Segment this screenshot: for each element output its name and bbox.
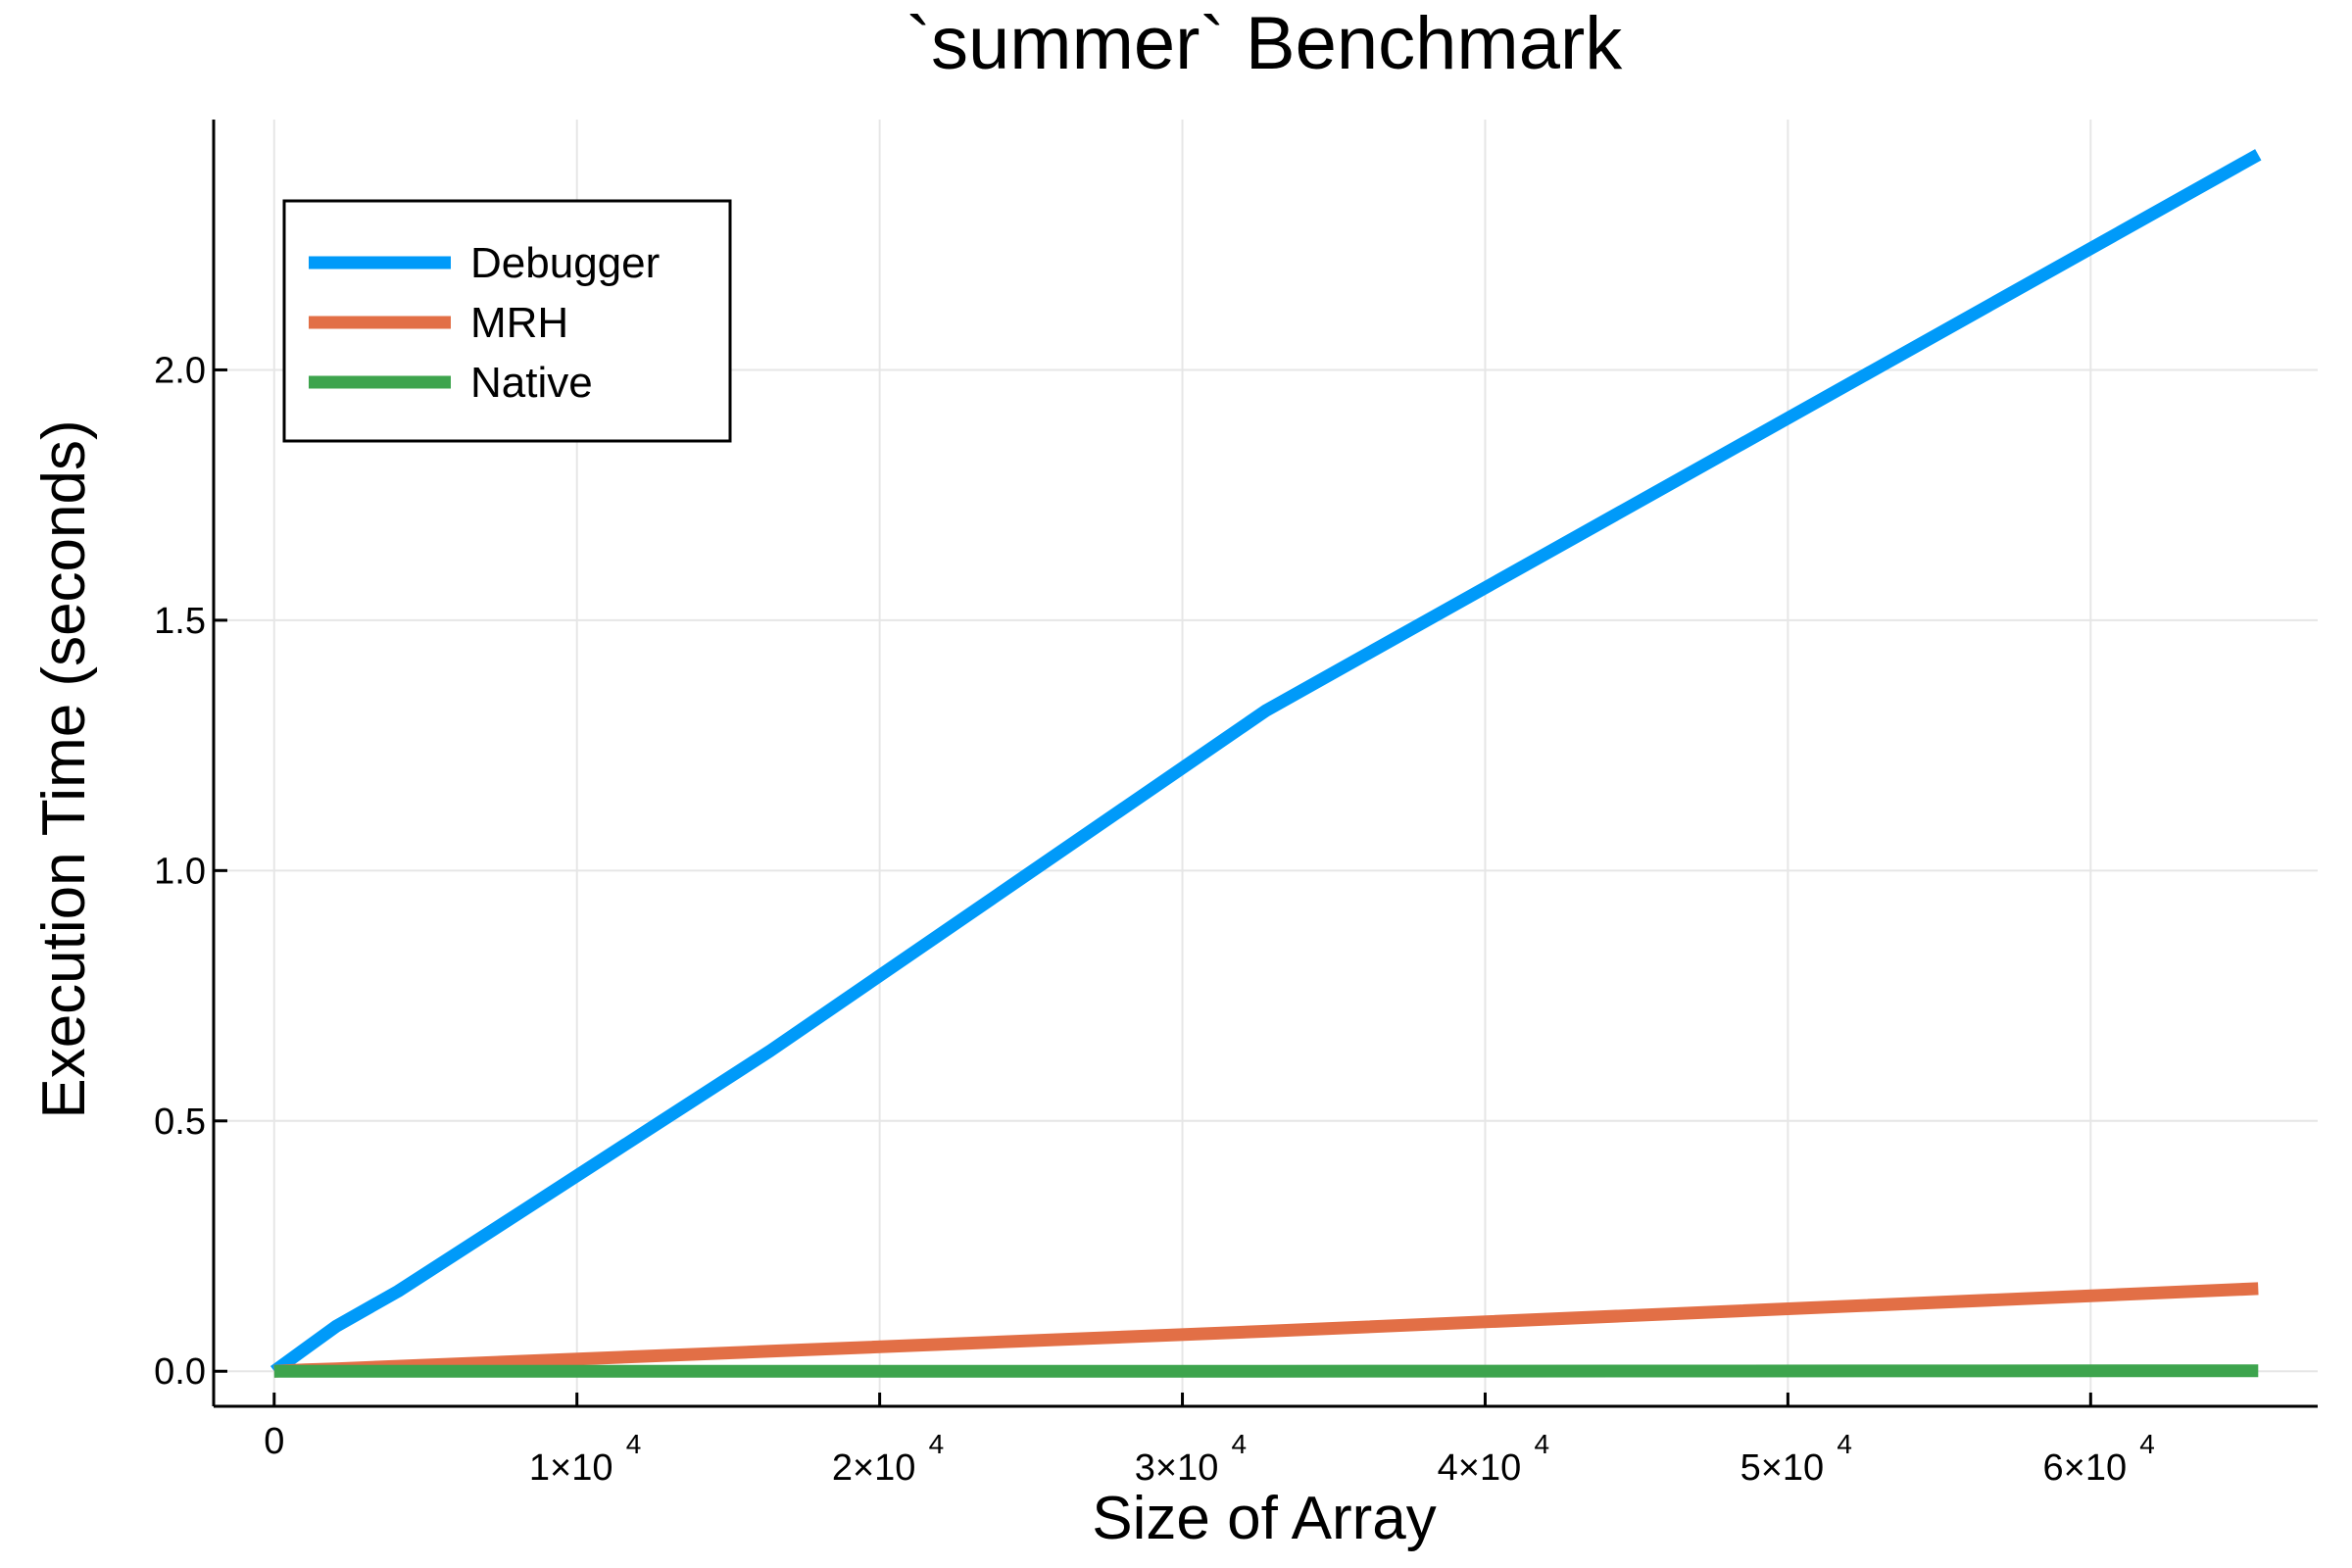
y-tick-label: 1.0 — [154, 851, 206, 892]
x-axis-label: Size of Array — [1092, 1485, 1436, 1552]
x-tick-exponent: 4 — [929, 1429, 945, 1459]
x-tick-label: 6×10 — [2043, 1447, 2128, 1489]
x-tick-label: 4×10 — [1438, 1447, 1522, 1489]
y-tick-label: 1.5 — [154, 601, 206, 642]
x-tick-exponent: 4 — [1232, 1429, 1248, 1459]
y-tick-label: 0.5 — [154, 1102, 206, 1143]
series-line-debugger — [270, 149, 2262, 1377]
series-line-native — [273, 1364, 2259, 1378]
legend-label-debugger: Debugger — [470, 239, 660, 287]
x-tick-label: 0 — [264, 1421, 284, 1462]
y-tick-label: 2.0 — [154, 350, 206, 391]
y-axis-label: Execution Time (seconds) — [30, 419, 98, 1118]
chart-title: `summer` Benchmark — [906, 2, 1624, 85]
x-tick-exponent: 4 — [626, 1429, 642, 1459]
tick-labels: 0 1×10 4 2×10 4 3×10 4 4×10 4 5×10 4 6×10 4 0.0 0.5 1.0… — [154, 350, 2155, 1489]
axes — [212, 120, 2318, 1408]
y-tick-label: 0.0 — [154, 1351, 206, 1393]
legend-label-native: Native — [470, 359, 593, 407]
x-tick-label: 5×10 — [1740, 1447, 1825, 1489]
x-tick-label: 3×10 — [1135, 1447, 1219, 1489]
x-tick-label: 2×10 — [832, 1447, 916, 1489]
x-tick-label: 1×10 — [529, 1447, 613, 1489]
x-tick-exponent: 4 — [1837, 1429, 1852, 1459]
legend: Debugger MRH Native — [282, 199, 732, 443]
series-line-mrh — [273, 1282, 2259, 1378]
series-lines — [270, 149, 2262, 1378]
x-tick-exponent: 4 — [1534, 1429, 1549, 1459]
legend-label-mrh: MRH — [470, 299, 568, 347]
x-tick-exponent: 4 — [2139, 1429, 2155, 1459]
